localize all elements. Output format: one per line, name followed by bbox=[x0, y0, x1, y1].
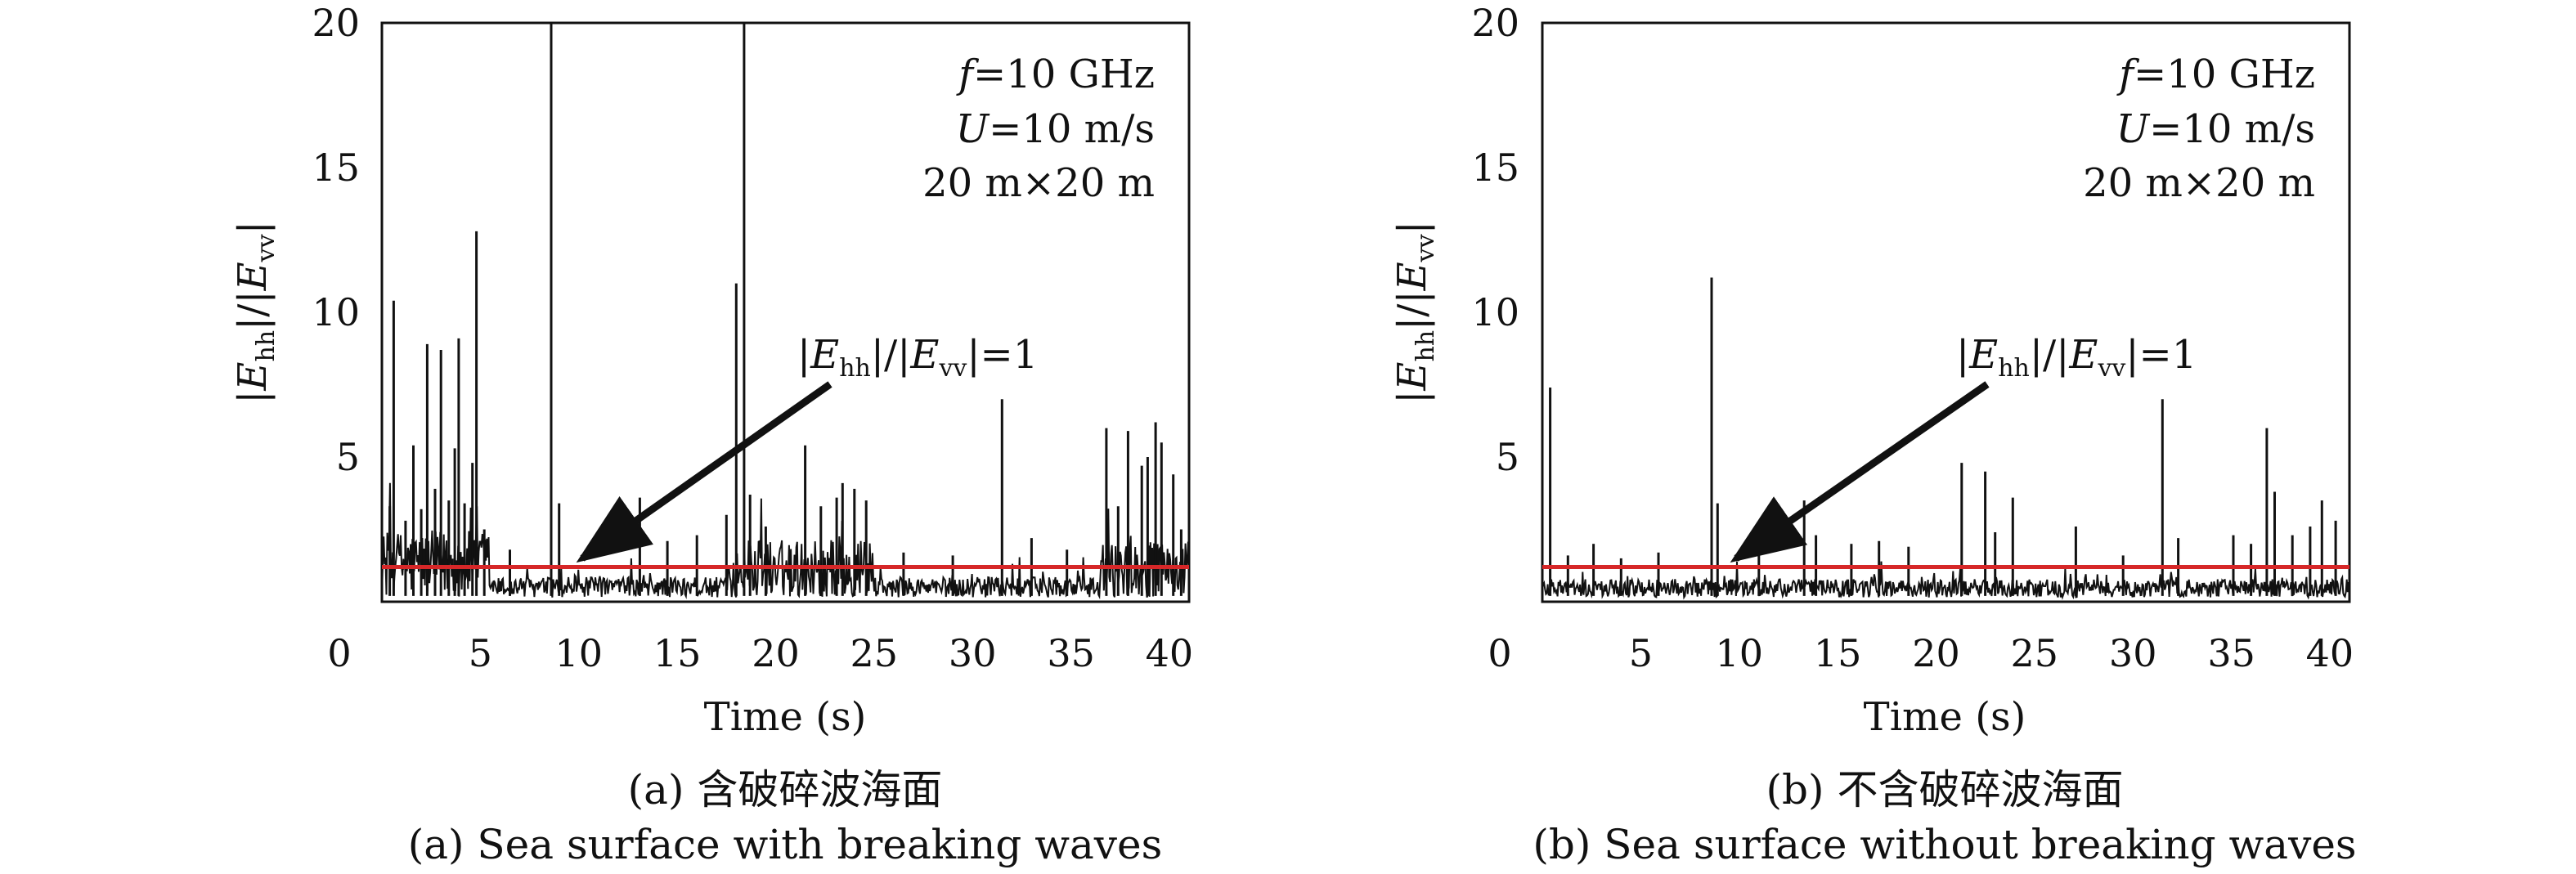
y-tick-b-20: 20 bbox=[1471, 1, 1519, 45]
caption-en-b: (b) Sea surface without breaking waves bbox=[1533, 821, 2356, 868]
x-axis-label-a: Time (s) bbox=[704, 694, 867, 740]
svg-text:f=10 GHz: f=10 GHz bbox=[956, 52, 1155, 97]
y-tick-labels-b: 5 10 15 20 bbox=[1471, 1, 1519, 479]
data-marks-a bbox=[381, 23, 1190, 600]
legend-text-b: f=10 GHz U=10 m/s 20 m×20 m bbox=[2083, 52, 2315, 206]
x-tick-a-25: 25 bbox=[850, 631, 899, 675]
plot-area-b bbox=[1541, 21, 2351, 603]
x-tick-b-20: 20 bbox=[1912, 631, 1960, 675]
x-tick-b-40: 40 bbox=[2306, 631, 2354, 675]
data-marks-b bbox=[1542, 277, 2350, 600]
x-tick-a-20: 20 bbox=[752, 631, 800, 675]
svg-text:f=10 GHz: f=10 GHz bbox=[2116, 52, 2315, 97]
x-tick-b-0: 0 bbox=[1488, 631, 1511, 675]
x-tick-a-35: 35 bbox=[1047, 631, 1095, 675]
x-tick-a-10: 10 bbox=[554, 631, 603, 675]
y-axis-label-b: |Ehh|/|Evv| bbox=[1389, 221, 1440, 404]
y-tick-b-10: 10 bbox=[1471, 290, 1519, 334]
x-tick-a-5: 5 bbox=[469, 631, 492, 675]
x-tick-a-30: 30 bbox=[949, 631, 997, 675]
annotation-label-b: |Ehh|/|Evv|=1 bbox=[1956, 332, 2197, 383]
svg-text:U=10 m/s: U=10 m/s bbox=[956, 106, 1155, 152]
x-tick-b-5: 5 bbox=[1629, 631, 1653, 675]
noise-trace-b bbox=[1542, 561, 2350, 600]
svg-text:|Ehh|/|Evv|: |Ehh|/|Evv| bbox=[230, 221, 280, 404]
x-tick-labels-a: 0 5 10 15 20 25 30 35 40 bbox=[327, 631, 1193, 675]
x-tick-b-35: 35 bbox=[2207, 631, 2255, 675]
x-axis-label-b: Time (s) bbox=[1864, 694, 2026, 740]
annotation-label-a: |Ehh|/|Evv|=1 bbox=[797, 332, 1038, 383]
y-tick-b-15: 15 bbox=[1471, 146, 1519, 190]
y-tick-a-20: 20 bbox=[312, 1, 360, 45]
x-tick-b-30: 30 bbox=[2109, 631, 2157, 675]
svg-text:20 m×20 m: 20 m×20 m bbox=[922, 160, 1155, 206]
x-tick-a-40: 40 bbox=[1146, 631, 1194, 675]
x-tick-a-15: 15 bbox=[653, 631, 702, 675]
caption-cn-a: (a) 含破碎波海面 bbox=[628, 766, 943, 813]
annotation-arrow-a bbox=[576, 381, 832, 563]
panel-b: 0 5 10 15 20 25 30 35 40 5 10 15 20 |Ehh|/|Evv| Tim… bbox=[1389, 1, 2357, 868]
y-tick-a-10: 10 bbox=[312, 290, 360, 334]
plot-area-a bbox=[380, 21, 1191, 603]
legend-text-a: f=10 GHz U=10 m/s 20 m×20 m bbox=[922, 52, 1155, 206]
y-axis-label-a: |Ehh|/|Evv| bbox=[230, 221, 280, 404]
svg-text:|Ehh|/|Evv|: |Ehh|/|Evv| bbox=[1389, 221, 1440, 404]
svg-text:U=10 m/s: U=10 m/s bbox=[2116, 106, 2315, 152]
y-tick-a-15: 15 bbox=[312, 146, 360, 190]
panel-a: 0 5 10 15 20 25 30 35 40 5 10 15 20 |Ehh|/|Evv| Tim… bbox=[230, 1, 1193, 868]
x-tick-b-15: 15 bbox=[1814, 631, 1862, 675]
x-tick-b-10: 10 bbox=[1715, 631, 1763, 675]
x-tick-labels-b: 0 5 10 15 20 25 30 35 40 bbox=[1488, 631, 2354, 675]
x-tick-b-25: 25 bbox=[2011, 631, 2059, 675]
x-tick-a-0: 0 bbox=[327, 631, 351, 675]
svg-text:20 m×20 m: 20 m×20 m bbox=[2083, 160, 2315, 206]
y-tick-b-5: 5 bbox=[1496, 435, 1519, 479]
caption-cn-b: (b) 不含破碎波海面 bbox=[1766, 766, 2124, 813]
y-tick-labels-a: 5 10 15 20 bbox=[312, 1, 360, 479]
annotation-arrow-b bbox=[1730, 381, 1990, 563]
caption-en-a: (a) Sea surface with breaking waves bbox=[408, 821, 1163, 868]
noise-trace-a bbox=[381, 482, 1190, 600]
y-tick-a-5: 5 bbox=[336, 435, 360, 479]
